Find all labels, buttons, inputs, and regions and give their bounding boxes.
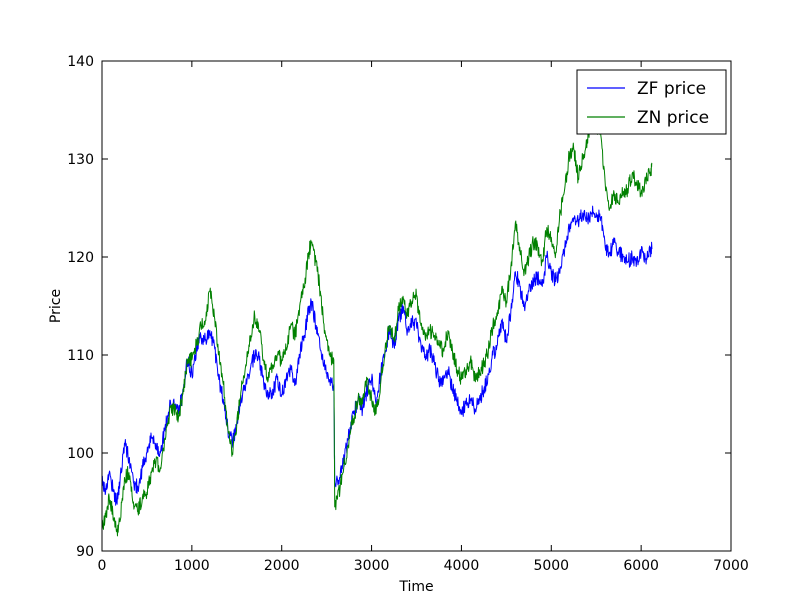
y-axis-label: Price xyxy=(48,289,64,323)
series-layer xyxy=(101,109,653,537)
y-tick-label: 120 xyxy=(67,250,94,266)
plot-frame xyxy=(101,60,732,552)
y-tick-label: 140 xyxy=(67,54,94,70)
y-tick-label: 130 xyxy=(67,152,94,168)
x-tick-label: 6000 xyxy=(623,558,659,574)
legend: ZF price ZN price xyxy=(576,69,727,135)
series-line-zn-price xyxy=(101,109,653,537)
ticks-layer: 0 1000 2000 3000 4000 5000 6000 7000 90 100 110 120… xyxy=(67,54,749,574)
x-tick-label: 3000 xyxy=(354,558,390,574)
x-tick-label: 7000 xyxy=(713,558,749,574)
legend-label-zf: ZF price xyxy=(637,79,706,99)
x-axis-label: Time xyxy=(398,579,433,595)
y-tick-label: 100 xyxy=(67,446,94,462)
x-tick-label: 0 xyxy=(98,558,107,574)
x-tick-label: 1000 xyxy=(174,558,210,574)
x-tick-label: 5000 xyxy=(533,558,569,574)
x-tick-label: 2000 xyxy=(264,558,300,574)
y-tick-label: 90 xyxy=(76,544,94,560)
legend-box xyxy=(576,69,727,135)
x-tick-label: 4000 xyxy=(444,558,480,574)
legend-label-zn: ZN price xyxy=(637,108,709,128)
y-tick-label: 110 xyxy=(67,348,94,364)
